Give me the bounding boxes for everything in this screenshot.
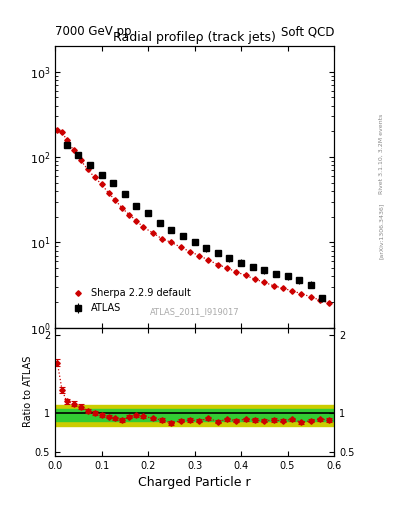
Sherpa 2.2.9 default xyxy=(151,229,155,236)
Sherpa 2.2.9 default xyxy=(127,212,132,218)
Bar xyxy=(55,409,334,421)
Sherpa 2.2.9 default xyxy=(215,262,220,268)
Sherpa 2.2.9 default xyxy=(120,205,125,211)
Text: Rivet 3.1.10, 3.2M events: Rivet 3.1.10, 3.2M events xyxy=(379,114,384,194)
Sherpa 2.2.9 default xyxy=(106,190,111,196)
Sherpa 2.2.9 default xyxy=(206,257,211,263)
Sherpa 2.2.9 default xyxy=(64,137,69,143)
Text: 7000 GeV pp: 7000 GeV pp xyxy=(55,26,132,38)
Sherpa 2.2.9 default xyxy=(178,244,183,250)
Title: Radial profileρ (track jets): Radial profileρ (track jets) xyxy=(113,31,276,44)
Sherpa 2.2.9 default xyxy=(71,147,76,154)
Sherpa 2.2.9 default xyxy=(113,198,118,204)
Bar xyxy=(55,406,334,426)
Sherpa 2.2.9 default xyxy=(290,288,295,294)
Sherpa 2.2.9 default xyxy=(271,283,276,289)
Text: Soft QCD: Soft QCD xyxy=(281,26,334,38)
Line: Sherpa 2.2.9 default: Sherpa 2.2.9 default xyxy=(55,127,331,305)
Sherpa 2.2.9 default xyxy=(225,265,230,271)
Sherpa 2.2.9 default xyxy=(318,297,323,303)
Sherpa 2.2.9 default xyxy=(134,218,139,224)
Sherpa 2.2.9 default xyxy=(187,248,192,254)
Legend: Sherpa 2.2.9 default, ATLAS: Sherpa 2.2.9 default, ATLAS xyxy=(66,285,195,317)
Sherpa 2.2.9 default xyxy=(253,276,257,282)
Sherpa 2.2.9 default xyxy=(160,236,164,242)
Sherpa 2.2.9 default xyxy=(243,272,248,279)
Sherpa 2.2.9 default xyxy=(99,181,104,187)
Text: ATLAS_2011_I919017: ATLAS_2011_I919017 xyxy=(150,307,239,316)
X-axis label: Charged Particle r: Charged Particle r xyxy=(138,476,251,489)
Sherpa 2.2.9 default xyxy=(141,224,146,230)
Sherpa 2.2.9 default xyxy=(169,239,174,245)
Sherpa 2.2.9 default xyxy=(299,291,304,297)
Sherpa 2.2.9 default xyxy=(197,252,202,259)
Sherpa 2.2.9 default xyxy=(92,174,97,180)
Sherpa 2.2.9 default xyxy=(309,294,313,300)
Sherpa 2.2.9 default xyxy=(327,300,332,306)
Sherpa 2.2.9 default xyxy=(262,279,267,285)
Sherpa 2.2.9 default xyxy=(85,166,90,173)
Text: [arXiv:1306.3436]: [arXiv:1306.3436] xyxy=(379,202,384,259)
Y-axis label: Ratio to ATLAS: Ratio to ATLAS xyxy=(24,356,33,428)
Sherpa 2.2.9 default xyxy=(60,129,64,135)
Sherpa 2.2.9 default xyxy=(281,285,285,291)
Sherpa 2.2.9 default xyxy=(234,269,239,275)
Sherpa 2.2.9 default xyxy=(55,126,60,133)
Sherpa 2.2.9 default xyxy=(78,157,83,163)
